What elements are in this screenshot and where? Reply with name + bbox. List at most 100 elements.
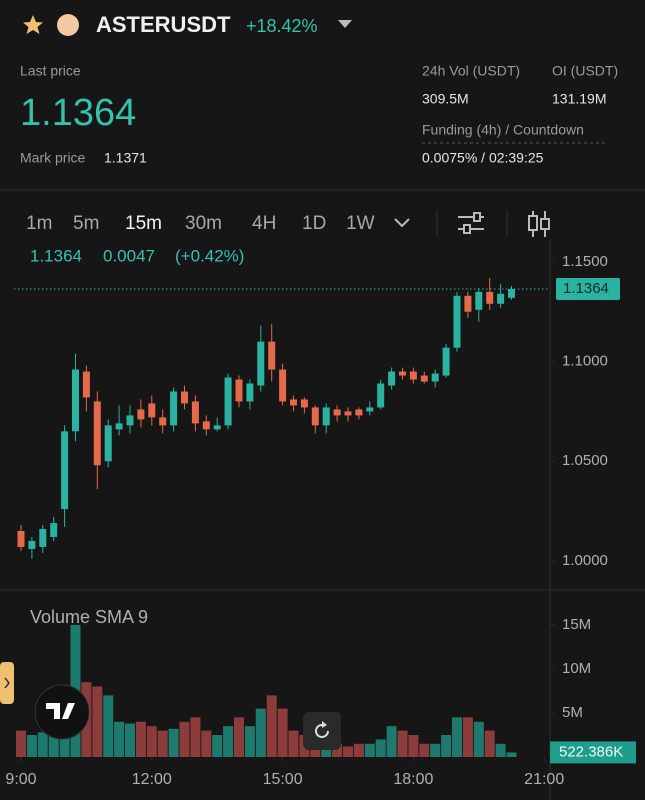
volume-bar	[473, 721, 484, 757]
volume-bar	[266, 695, 277, 757]
interval-tab[interactable]: 1D	[302, 213, 326, 234]
candle-body	[104, 425, 112, 462]
volume-bar	[484, 730, 495, 757]
volume-bar	[452, 717, 462, 757]
x-tick-label: 15:00	[263, 771, 303, 788]
volume-tag: 522.386K	[559, 743, 623, 760]
reset-arrow	[322, 721, 327, 728]
volume-bar	[92, 686, 103, 757]
interval-tab[interactable]: 1m	[26, 213, 52, 234]
candle-body	[17, 531, 25, 547]
candle-body	[50, 523, 58, 537]
candle-body	[409, 371, 417, 380]
volume-bar	[343, 746, 353, 757]
candle-body	[235, 379, 243, 402]
candle-body	[191, 401, 199, 424]
y-tick-label: 1.0000	[562, 552, 608, 569]
symbol-dropdown[interactable]	[338, 20, 352, 28]
volume-bar	[223, 726, 234, 757]
interval-tab[interactable]: 15m	[125, 213, 162, 234]
vol-value: 309.5M	[422, 91, 469, 107]
candle-body	[181, 391, 188, 404]
candle-body	[290, 399, 297, 406]
interval-tab[interactable]: 1W	[346, 213, 375, 234]
candle-body	[115, 423, 123, 430]
more-intervals[interactable]	[394, 218, 410, 228]
price-tag-box	[556, 278, 620, 301]
volume-bar	[277, 708, 288, 757]
volume-bar	[114, 721, 125, 757]
y-tick-label: 1.1500	[562, 253, 608, 270]
candle-body	[333, 409, 341, 416]
volume-bar	[408, 734, 419, 757]
volume-tick-label: 10M	[562, 660, 591, 677]
candle-body	[148, 403, 156, 418]
tradingview-dot	[67, 703, 73, 709]
volume-bar	[462, 717, 473, 757]
volume-title: Volume SMA 9	[30, 607, 148, 627]
volume-bar	[48, 732, 59, 757]
x-tick-label: 21:00	[524, 771, 564, 788]
candle-body	[464, 295, 472, 312]
volume-bar	[157, 730, 168, 757]
candle-body	[224, 377, 232, 426]
oi-value: 131.19M	[552, 91, 606, 107]
candle-body	[126, 415, 134, 426]
volume-tag-box	[550, 741, 636, 764]
volume-bar	[441, 734, 452, 757]
candle-body	[508, 289, 515, 298]
interval-tab[interactable]: 4H	[252, 213, 276, 234]
candle-body	[137, 409, 145, 420]
interval-tab[interactable]: 30m	[185, 213, 222, 234]
volume-bar	[16, 730, 26, 757]
x-tick-label: 12:00	[132, 771, 172, 788]
x-tick-label: 18:00	[393, 771, 433, 788]
candle-body	[246, 383, 254, 402]
volume-bar	[103, 695, 114, 757]
volume-tick-label: 5M	[562, 704, 583, 721]
side-tab[interactable]	[0, 662, 14, 704]
volume-bar	[135, 721, 146, 757]
volume-bar	[288, 730, 299, 757]
candle-body	[311, 407, 319, 426]
symbol[interactable]: ASTERUSDT	[96, 12, 231, 37]
daily-change: +18.42%	[246, 16, 318, 36]
volume-bar	[125, 723, 135, 757]
volume-bar	[332, 743, 343, 757]
volume-bar	[419, 743, 430, 757]
volume-bar	[179, 721, 190, 757]
indicator-settings[interactable]	[458, 212, 484, 234]
volume-bar	[244, 726, 255, 757]
legend-change: 0.0047	[103, 246, 155, 265]
mark-price-label: Mark price	[20, 150, 86, 166]
candle-body	[159, 417, 167, 426]
candle-body	[28, 540, 36, 549]
candle-body	[420, 375, 428, 382]
volume-bar	[364, 743, 375, 757]
candle-body	[202, 421, 210, 430]
coin-logo	[57, 14, 79, 36]
candle-body	[399, 371, 406, 376]
interval-tab[interactable]: 5m	[73, 213, 99, 234]
legend-change-pct: (+0.42%)	[175, 246, 244, 265]
volume-bar	[234, 717, 244, 757]
candle-body	[82, 371, 90, 398]
favorite-star[interactable]	[23, 15, 43, 34]
candle-body	[268, 341, 276, 370]
volume-bar	[212, 734, 223, 757]
volume-bar	[506, 752, 517, 757]
chart-type[interactable]	[528, 211, 550, 237]
candle-body	[257, 341, 265, 386]
tradingview-logo[interactable]	[34, 684, 90, 740]
candle-body	[486, 291, 494, 304]
reset-button[interactable]	[303, 712, 341, 750]
volume-bar	[201, 730, 212, 757]
y-tick-label: 1.1000	[562, 353, 608, 370]
x-tick-label: 9:00	[5, 771, 36, 788]
volume-bar	[26, 734, 37, 757]
volume-bar	[255, 708, 266, 757]
candle-body	[170, 391, 178, 426]
candle-body	[322, 407, 330, 426]
